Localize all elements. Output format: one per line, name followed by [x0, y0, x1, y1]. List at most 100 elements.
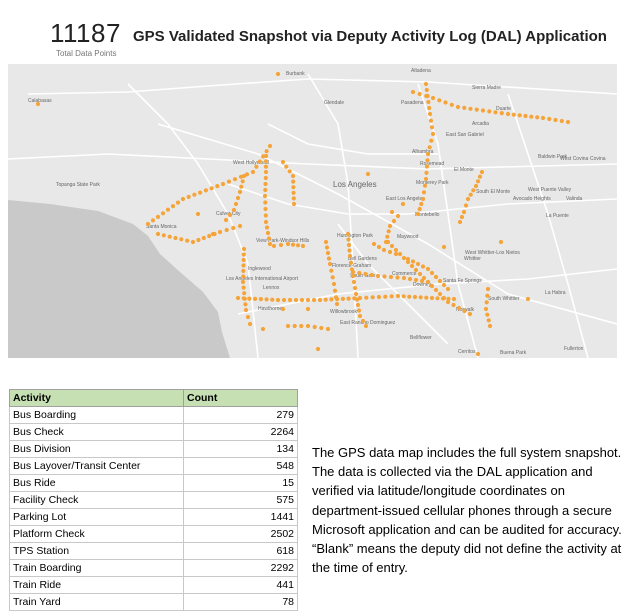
gps-data-point — [332, 288, 338, 293]
gps-data-point — [241, 274, 246, 279]
gps-data-point — [421, 190, 427, 195]
map-place-label: La Puente — [546, 213, 569, 219]
gps-data-point — [485, 286, 491, 292]
gps-data-point — [281, 297, 287, 303]
map-place-label: West Covina — [560, 156, 588, 162]
gps-data-point — [370, 295, 375, 300]
gps-data-point — [449, 102, 454, 107]
gps-data-point — [420, 196, 426, 202]
gps-data-point — [479, 169, 485, 175]
gps-data-point — [429, 283, 435, 289]
gps-data-point — [265, 230, 271, 236]
gps-data-point — [429, 138, 434, 143]
gps-data-point — [357, 270, 362, 276]
gps-data-point — [155, 231, 161, 237]
gps-data-point — [293, 297, 299, 303]
gps-data-point — [420, 264, 426, 269]
map-place-label: West Hollywood — [233, 160, 269, 166]
gps-data-point — [525, 296, 531, 302]
gps-data-point — [417, 206, 422, 212]
gps-data-point — [397, 251, 403, 257]
gps-data-point — [305, 323, 311, 329]
count-cell: 2264 — [183, 423, 298, 441]
gps-data-point — [271, 243, 277, 249]
gps-data-point — [326, 256, 332, 261]
gps-data-point — [233, 201, 239, 207]
gps-data-point — [363, 271, 368, 277]
map-place-label: Topanga State Park — [56, 182, 100, 188]
gps-data-point — [376, 294, 382, 300]
map-description-note: The GPS data map includes the full syste… — [312, 445, 622, 576]
gps-data-point — [346, 237, 351, 242]
gps-data-point — [231, 207, 237, 213]
gps-data-point — [35, 101, 41, 107]
gps-data-point — [410, 89, 416, 95]
map-place-label: Maywood — [397, 234, 419, 240]
map-road — [267, 123, 438, 155]
page-title: GPS Validated Snapshot via Deputy Activi… — [133, 28, 607, 45]
activity-cell: Platform Check — [9, 525, 184, 543]
gps-data-point — [437, 278, 443, 284]
gps-data-point — [250, 169, 256, 175]
gps-data-point — [435, 296, 440, 301]
gps-data-point — [517, 113, 522, 118]
gps-data-point — [240, 179, 245, 184]
activity-table-body: Bus Boarding 279 Bus Check 2264 Bus Division… — [9, 406, 298, 611]
gps-data-point — [565, 119, 571, 125]
map-road — [337, 223, 449, 345]
gps-data-point — [257, 159, 262, 164]
map-place-label: South Whittier — [488, 296, 520, 302]
gps-data-point — [423, 81, 429, 87]
gps-data-point — [417, 271, 423, 277]
gps-data-point — [395, 275, 400, 280]
table-row: Bus Check 2264 — [9, 423, 298, 441]
map-place-label: Los Angeles — [333, 180, 377, 189]
gps-data-point — [334, 301, 340, 307]
gps-data-point — [267, 143, 273, 149]
gps-data-point — [559, 118, 564, 124]
gps-data-point — [290, 242, 296, 247]
table-row: Train Ride 441 — [9, 576, 298, 594]
gps-data-point — [465, 196, 471, 202]
gps-data-point — [217, 229, 223, 235]
gps-data-point — [264, 297, 269, 302]
map-place-label: Glendale — [324, 100, 344, 106]
activity-cell: Bus Division — [9, 440, 184, 458]
map-place-label: Buena Park — [500, 350, 527, 356]
gps-data-point — [155, 214, 161, 219]
gps-data-point — [280, 306, 286, 312]
gps-data-point — [291, 179, 296, 184]
activity-cell: Bus Layover/Transit Center — [9, 457, 184, 475]
map-canvas[interactable]: Burbank Glendale Pasadena Altadena Sierra Ma… — [8, 64, 617, 358]
map-place-label: South El Monte — [476, 189, 510, 195]
gps-data-point — [418, 295, 423, 300]
gps-data-point — [457, 219, 463, 225]
map-place-label: Burbank — [286, 71, 305, 77]
gps-data-point — [430, 131, 436, 137]
gps-data-point — [389, 294, 394, 299]
gps-data-point — [475, 179, 481, 184]
gps-data-point — [461, 209, 467, 215]
gps-data-point — [263, 153, 269, 159]
gps-data-point — [167, 234, 172, 239]
gps-data-point — [254, 164, 259, 169]
gps-data-point — [241, 252, 246, 257]
gps-data-point — [207, 233, 212, 239]
gps-data-point — [391, 218, 397, 224]
gps-data-point — [427, 105, 432, 111]
gps-data-point — [305, 297, 311, 303]
table-row: Bus Boarding 279 — [9, 406, 298, 424]
map-ocean — [8, 200, 230, 358]
gps-data-point — [263, 159, 269, 164]
activity-cell: Train Ride — [9, 576, 184, 594]
gps-data-point — [263, 164, 269, 169]
gps-data-point — [150, 218, 156, 223]
map-place-label: Montebello — [415, 212, 440, 218]
count-cell: 575 — [183, 491, 298, 509]
gps-activity-map[interactable]: Burbank Glendale Pasadena Altadena Sierra Ma… — [8, 64, 617, 358]
gps-data-point — [523, 113, 528, 119]
gps-data-point — [407, 294, 412, 299]
gps-data-point — [264, 149, 269, 154]
gps-data-point — [473, 183, 479, 189]
gps-data-point — [393, 247, 399, 253]
